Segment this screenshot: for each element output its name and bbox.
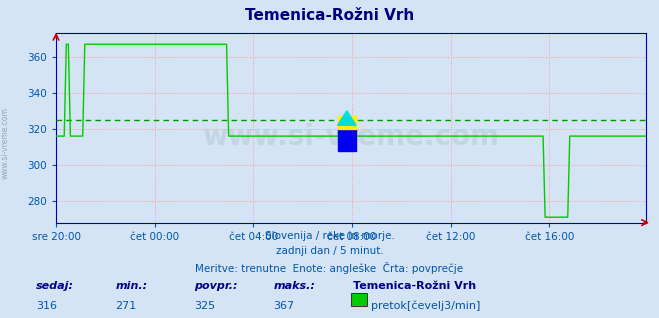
Text: povpr.:: povpr.: — [194, 281, 238, 291]
Text: min.:: min.: — [115, 281, 148, 291]
Text: www.si-vreme.com: www.si-vreme.com — [202, 123, 500, 151]
Bar — [337, 129, 356, 150]
Text: Temenica-Rožni Vrh: Temenica-Rožni Vrh — [245, 8, 414, 23]
Text: 271: 271 — [115, 301, 136, 310]
Polygon shape — [337, 111, 356, 125]
Text: pretok[čevelj3/min]: pretok[čevelj3/min] — [371, 301, 480, 311]
Text: sedaj:: sedaj: — [36, 281, 74, 291]
Text: zadnji dan / 5 minut.: zadnji dan / 5 minut. — [275, 246, 384, 256]
Bar — [337, 116, 356, 129]
Text: maks.:: maks.: — [273, 281, 316, 291]
Text: 325: 325 — [194, 301, 215, 310]
Text: 367: 367 — [273, 301, 295, 310]
Text: Slovenija / reke in morje.: Slovenija / reke in morje. — [264, 231, 395, 240]
Text: 316: 316 — [36, 301, 57, 310]
Text: Temenica-Rožni Vrh: Temenica-Rožni Vrh — [353, 281, 476, 291]
Text: www.si-vreme.com: www.si-vreme.com — [1, 107, 10, 179]
Text: Meritve: trenutne  Enote: angleške  Črta: povprečje: Meritve: trenutne Enote: angleške Črta: … — [196, 262, 463, 274]
